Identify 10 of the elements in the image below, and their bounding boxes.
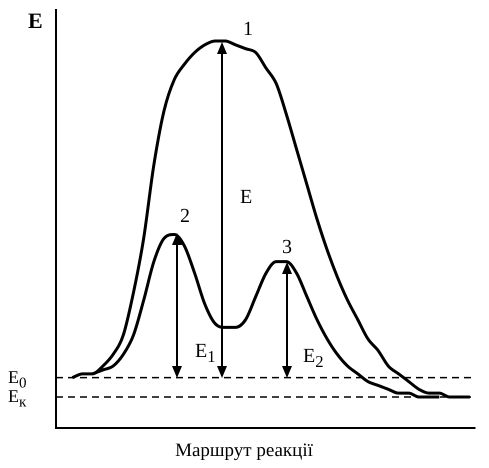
text: 1 [243,18,253,40]
annotation: E [240,186,252,209]
annotation: 3 [282,236,292,259]
annotation: E$_{2}$ [303,345,324,372]
y-axis-title: E [28,8,43,34]
x-axis-title: Маршрут реакції [174,440,314,462]
annotation: 2 [180,205,190,228]
text: E [195,340,208,362]
ref-line-label: E$_{0}$ [8,366,26,392]
annotation: 1 [207,347,216,366]
